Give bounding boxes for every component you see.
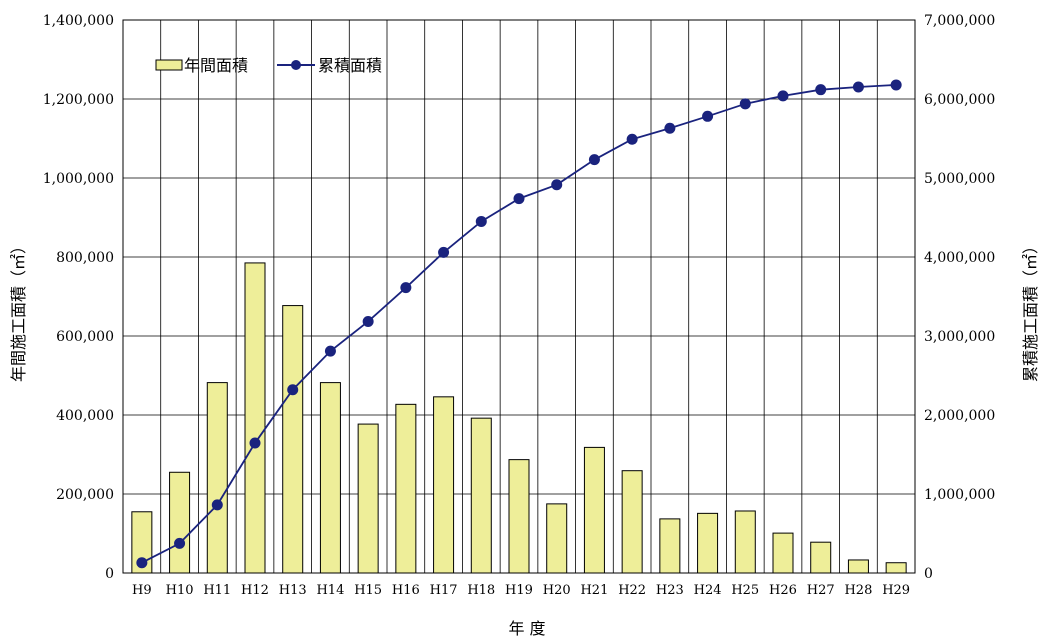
right-tick-label: 4,000,000: [924, 250, 995, 266]
bar: [734, 510, 756, 574]
line-marker: [136, 557, 148, 569]
bar: [169, 471, 191, 574]
x-tick-label: H11: [203, 583, 231, 598]
bar: [621, 470, 643, 574]
line-series: [136, 79, 902, 569]
line-marker: [287, 384, 299, 396]
left-tick-label: 600,000: [56, 329, 114, 345]
x-tick-label: H10: [166, 583, 194, 598]
line-marker: [702, 110, 714, 122]
x-tick-label: H24: [694, 583, 722, 598]
left-axis-ticks: 0 200,000 400,000 600,000 800,000 1,000,000 1,…: [43, 13, 114, 582]
line-marker: [475, 215, 487, 227]
right-tick-label: 0: [924, 566, 933, 582]
bar: [847, 559, 869, 574]
x-tick-label: H22: [618, 583, 646, 598]
left-tick-label: 1,000,000: [43, 171, 114, 187]
x-tick-label: H21: [580, 583, 608, 598]
bar: [470, 417, 492, 574]
line-marker: [890, 79, 902, 91]
line-marker: [852, 81, 864, 93]
x-tick-label: H28: [844, 583, 872, 598]
left-tick-label: 1,200,000: [43, 92, 114, 108]
line-marker: [362, 315, 374, 327]
left-tick-label: 1,400,000: [43, 13, 114, 29]
legend-line-label: 累積面積: [318, 56, 382, 75]
legend-bar-label: 年間面積: [184, 56, 248, 75]
right-axis-ticks: 0 1,000,000 2,000,000 3,000,000 4,000,000 5,0…: [924, 13, 995, 582]
bar: [546, 503, 568, 574]
x-tick-label: H23: [656, 583, 684, 598]
right-tick-label: 1,000,000: [924, 487, 995, 503]
bar: [885, 562, 907, 574]
x-tick-label: H19: [505, 583, 533, 598]
right-tick-label: 3,000,000: [924, 329, 995, 345]
bar: [433, 396, 455, 574]
bar: [810, 541, 832, 574]
line-marker: [438, 246, 450, 258]
x-tick-label: H13: [279, 583, 307, 598]
x-tick-label: H9: [132, 583, 152, 598]
x-tick-label: H29: [882, 583, 910, 598]
x-tick-label: H16: [392, 583, 420, 598]
line-marker: [626, 133, 638, 145]
bar: [357, 423, 379, 574]
bar: [583, 446, 605, 574]
bar: [659, 518, 681, 574]
line-marker: [174, 537, 186, 549]
x-tick-label: H12: [241, 583, 269, 598]
bar: [282, 305, 304, 574]
bar: [244, 262, 266, 574]
x-tick-label: H26: [769, 583, 797, 598]
bar: [697, 512, 719, 574]
bar: [772, 532, 794, 574]
line-marker: [551, 179, 563, 191]
bar: [319, 382, 341, 574]
line-marker: [777, 90, 789, 102]
right-tick-label: 6,000,000: [924, 92, 995, 108]
x-tick-label: H18: [467, 583, 495, 598]
line-marker: [249, 437, 261, 449]
x-axis-title: 年 度: [508, 619, 545, 638]
x-tick-label: H17: [430, 583, 458, 598]
x-tick-label: H25: [731, 583, 759, 598]
line-marker: [664, 122, 676, 134]
bar: [395, 403, 417, 574]
line-marker: [324, 345, 336, 357]
line-marker: [513, 193, 525, 205]
x-axis-ticks: H9 H10 H11 H12 H13 H14 H15 H16 H17 H18 H19 H20 H21 H2…: [132, 583, 910, 598]
bar-series: [131, 262, 907, 574]
line-marker: [400, 282, 412, 294]
left-tick-label: 0: [105, 566, 114, 582]
left-axis-title: 年間施工面積（㎡）: [9, 238, 28, 382]
x-tick-label: H14: [316, 583, 344, 598]
left-tick-label: 200,000: [56, 487, 114, 503]
plot-frame: [122, 19, 916, 574]
line-marker: [588, 154, 600, 166]
line-marker: [739, 98, 751, 110]
right-tick-label: 2,000,000: [924, 408, 995, 424]
left-tick-label: 800,000: [56, 250, 114, 266]
line-marker: [211, 499, 223, 511]
x-tick-label: H20: [543, 583, 571, 598]
grid-lines: [123, 19, 915, 574]
right-axis-title: 累積施工面積（㎡）: [1021, 238, 1040, 382]
bar: [508, 459, 530, 574]
bar: [206, 382, 228, 574]
legend-bar-swatch: [155, 59, 183, 71]
x-tick-label: H27: [807, 583, 835, 598]
legend: 年間面積 累積面積: [155, 56, 382, 75]
right-tick-label: 5,000,000: [924, 171, 995, 187]
line-marker: [815, 84, 827, 96]
x-tick-label: H15: [354, 583, 382, 598]
right-tick-label: 7,000,000: [924, 13, 995, 29]
legend-line-marker: [291, 60, 301, 70]
left-tick-label: 400,000: [56, 408, 114, 424]
